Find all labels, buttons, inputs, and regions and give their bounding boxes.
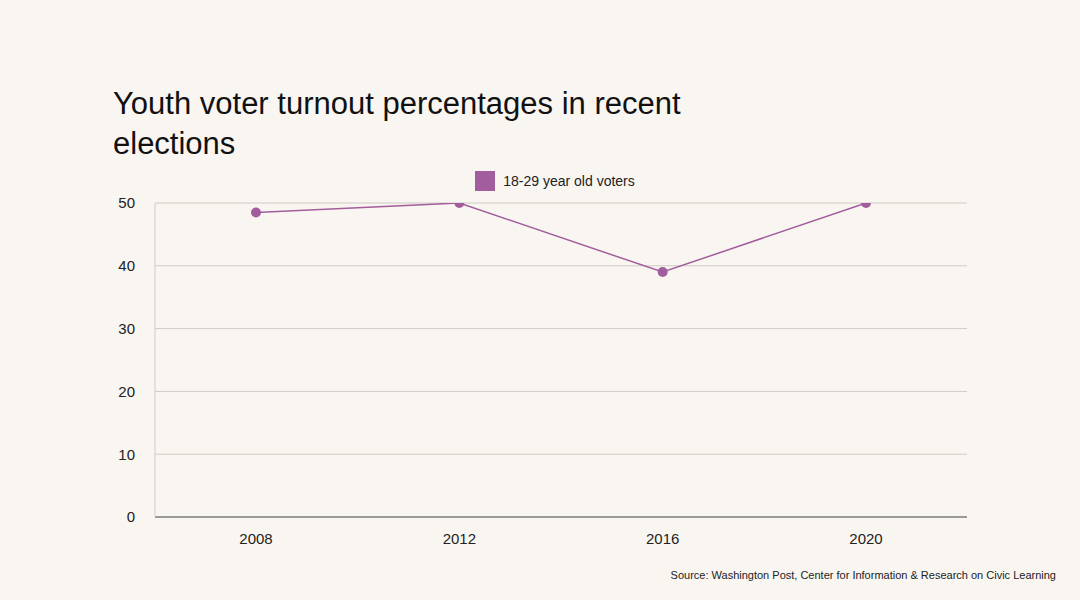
- svg-text:10: 10: [118, 446, 135, 463]
- svg-text:2016: 2016: [646, 530, 679, 547]
- html-text:Youth voter turnout percentage: Youth voter turnout percentages in recen…: [113, 86, 681, 161]
- svg-text:40: 40: [118, 257, 135, 274]
- svg-text:20: 20: [118, 383, 135, 400]
- svg-text:2020: 2020: [849, 530, 882, 547]
- html-text:18-29 year old voters: 18-29 year old voters: [503, 173, 635, 189]
- svg-text:2012: 2012: [443, 530, 476, 547]
- html-text:Source: Washington Post, Cente: Source: Washington Post, Center for Info…: [670, 569, 1056, 581]
- svg-text:30: 30: [118, 320, 135, 337]
- svg-text:2008: 2008: [239, 530, 272, 547]
- svg-text:50: 50: [118, 194, 135, 211]
- svg-text:0: 0: [127, 508, 135, 525]
